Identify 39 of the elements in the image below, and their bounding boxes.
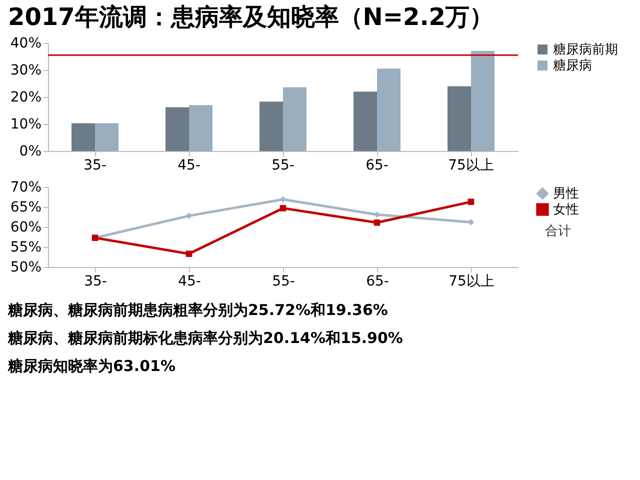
y-tick-label: 20% bbox=[10, 90, 42, 106]
legend-label: 女性 bbox=[553, 202, 579, 218]
bar bbox=[283, 87, 306, 151]
y-tick-label: 65% bbox=[10, 200, 42, 216]
bar bbox=[260, 102, 283, 151]
y-tick-label: 10% bbox=[10, 116, 42, 132]
x-tick-label: 55- bbox=[272, 274, 295, 290]
text: 糖尿病知晓率为63.01% bbox=[7, 357, 176, 375]
text: 糖尿病、糖尿病前期患病粗率分别为25.72%和19.36% bbox=[7, 301, 388, 319]
x-tick-label: 45- bbox=[178, 274, 201, 290]
y-tick-label: 60% bbox=[10, 220, 42, 236]
bar bbox=[354, 92, 377, 151]
text: 糖尿病、糖尿病前期标化患病率分别为20.14%和15.90% bbox=[7, 329, 403, 347]
bar bbox=[377, 68, 400, 151]
y-tick-label: 0% bbox=[19, 144, 42, 160]
y-tick-label: 40% bbox=[10, 36, 42, 52]
bar bbox=[95, 123, 118, 151]
bar bbox=[471, 50, 494, 151]
x-tick-label: 65- bbox=[366, 274, 389, 290]
x-tick-label: 45- bbox=[178, 158, 200, 174]
y-tick-label: 50% bbox=[10, 260, 42, 276]
legend-label: 糖尿病 bbox=[553, 58, 592, 74]
bar bbox=[189, 105, 212, 151]
legend-label: 糖尿病前期 bbox=[553, 42, 618, 58]
x-tick-label: 75以上 bbox=[448, 274, 494, 290]
legend-label: 男性 bbox=[553, 186, 579, 202]
y-tick-label: 30% bbox=[10, 62, 42, 78]
x-tick-label: 65- bbox=[366, 158, 388, 174]
x-tick-label: 35- bbox=[84, 158, 106, 174]
bar bbox=[72, 123, 95, 151]
y-tick-label: 70% bbox=[10, 180, 42, 196]
bar bbox=[448, 86, 471, 151]
x-tick-label: 35- bbox=[84, 274, 107, 290]
text: 合计 bbox=[545, 224, 571, 239]
x-tick-label: 55- bbox=[272, 158, 294, 174]
y-tick-label: 55% bbox=[10, 240, 42, 256]
x-tick-label: 75以上 bbox=[448, 158, 494, 174]
bar bbox=[166, 107, 189, 151]
chart-title: 2017年流调：患病率及知晓率（N=2.2万） bbox=[8, 3, 494, 31]
